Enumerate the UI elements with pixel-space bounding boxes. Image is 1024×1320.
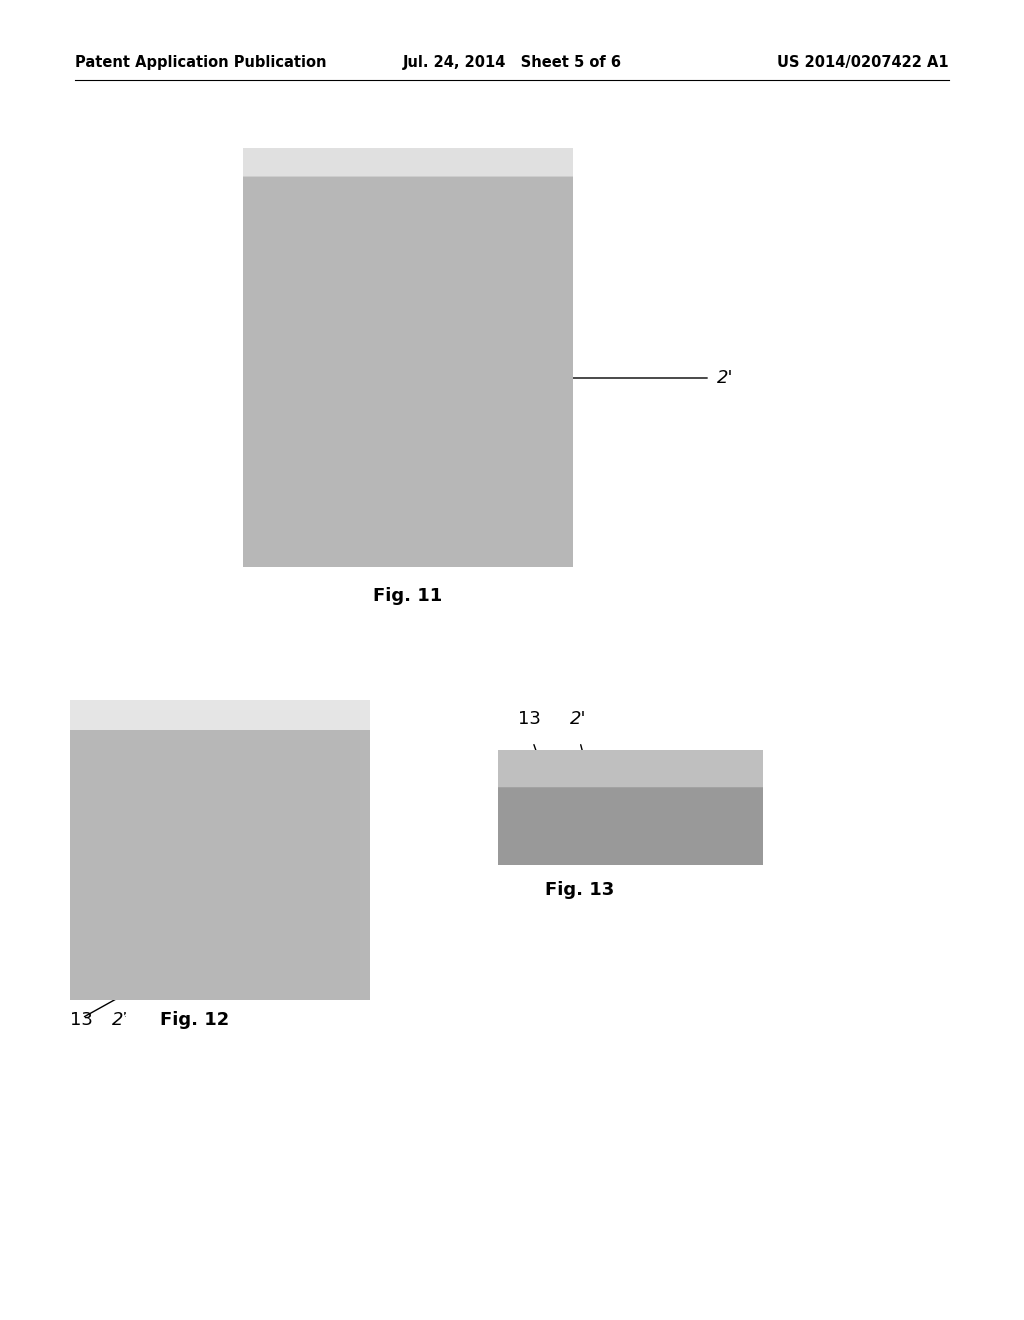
Text: 2': 2' (717, 370, 733, 387)
Text: US 2014/0207422 A1: US 2014/0207422 A1 (777, 54, 949, 70)
Text: Fig. 11: Fig. 11 (374, 587, 442, 605)
Text: Fig. 13: Fig. 13 (546, 880, 614, 899)
Text: Fig. 12: Fig. 12 (160, 1011, 229, 1030)
Text: 2': 2' (570, 710, 587, 729)
Text: Jul. 24, 2014   Sheet 5 of 6: Jul. 24, 2014 Sheet 5 of 6 (402, 54, 622, 70)
Text: 2': 2' (112, 1011, 128, 1030)
Text: Patent Application Publication: Patent Application Publication (75, 54, 327, 70)
Text: 13: 13 (518, 710, 541, 729)
Text: 13: 13 (70, 1011, 93, 1030)
